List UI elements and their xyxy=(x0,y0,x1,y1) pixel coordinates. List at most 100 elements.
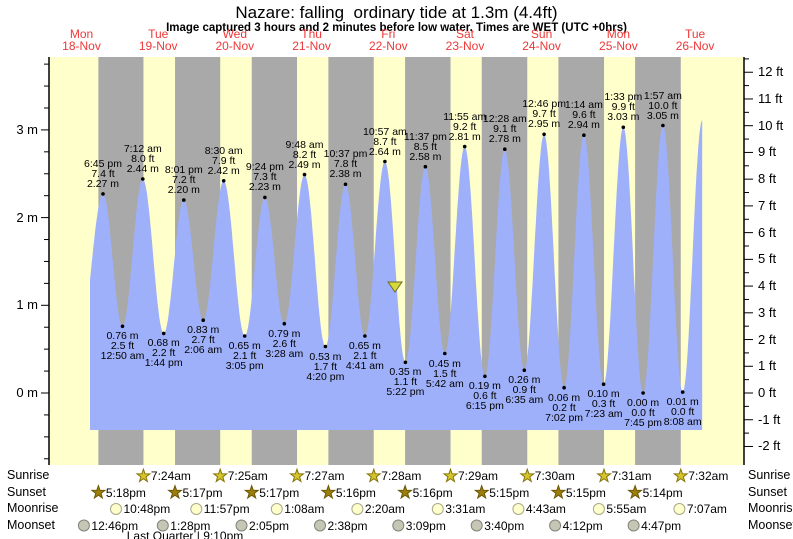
sunset-icon xyxy=(550,484,567,500)
day-label: Sun 24-Nov xyxy=(504,28,580,52)
current-tide-marker-icon xyxy=(387,281,403,293)
high-tide-label-line: 2.81 m xyxy=(448,130,481,143)
high-tide-label-line: 9.2 ft xyxy=(453,120,477,133)
high-tide-dot xyxy=(423,164,428,169)
y-axis-right-label: 2 ft xyxy=(758,331,777,347)
high-tide-label-line: 2.27 m xyxy=(86,177,120,190)
high-tide-label-line: 8.0 ft xyxy=(131,153,155,165)
low-tide-label: 0.76 m 2.5 ft 12:50 am xyxy=(88,330,158,362)
sunrise-time: 7:24am xyxy=(150,469,191,483)
moonrise-row-label-left: Moonrise xyxy=(7,501,59,515)
high-tide-dot xyxy=(503,147,507,151)
high-tide-label-line: 7.4 ft xyxy=(91,167,115,180)
low-tide-label-line: 1:44 pm xyxy=(144,357,183,370)
high-tide-label: 9:24 pm 7.3 ft 2.23 m xyxy=(230,162,300,193)
high-tide-label-line: 7.8 ft xyxy=(333,158,358,171)
sunrise-time: 7:30am xyxy=(534,469,575,483)
low-tide-label-line: 1.5 ft xyxy=(433,367,457,380)
moonset-time: 2:38pm xyxy=(327,518,368,533)
low-tide-label: 0.83 m 2.7 ft 2:06 am xyxy=(168,324,238,357)
high-tide-label-line: 7.3 ft xyxy=(253,171,277,184)
sunset-icon xyxy=(320,484,337,500)
sunrise-time: 7:31am xyxy=(611,469,652,483)
sunset-time: 5:17pm xyxy=(259,485,300,500)
low-tide-label-line: 5:22 pm xyxy=(386,386,425,399)
high-tide-label-line: 12:46 pm xyxy=(522,98,566,111)
high-tide-label-line: 11:37 pm xyxy=(403,130,447,143)
high-tide-label-line: 9.7 ft xyxy=(532,108,556,121)
sunset-time: 5:14pm xyxy=(642,485,683,500)
high-tide-label: 6:45 pm 7.4 ft 2.27 m xyxy=(68,159,138,190)
low-tide-label-line: 0.35 m xyxy=(389,366,422,379)
y-axis-right-label: 10 ft xyxy=(758,117,784,133)
low-tide-dot xyxy=(323,344,328,349)
high-tide-dot xyxy=(343,182,348,187)
moonrise-time: 4:43am xyxy=(525,502,566,516)
low-tide-label-line: 2.6 ft xyxy=(272,337,296,350)
day-name: Mon xyxy=(69,27,94,41)
sunset-icon xyxy=(627,484,643,500)
moonrise-row-label-right: Moonrise xyxy=(748,501,793,515)
sunset-icon xyxy=(397,484,413,500)
sunset-icon xyxy=(167,484,183,500)
day-date: 21-Nov xyxy=(292,39,331,53)
low-tide-label-line: 0.26 m xyxy=(508,374,541,387)
high-tide-label-line: 2.58 m xyxy=(409,150,442,163)
day-label: Mon 18-Nov xyxy=(44,28,120,52)
low-tide-label-line: 0.83 m xyxy=(187,324,220,337)
high-tide-dot xyxy=(542,132,546,137)
sunset-icon xyxy=(243,484,260,500)
low-tide-label: 0.68 m 2.2 ft 1:44 pm xyxy=(129,338,199,370)
sunset-time: 5:16pm xyxy=(335,485,376,500)
moonrise-time: 5:55am xyxy=(606,502,647,516)
sunrise-icon xyxy=(519,467,536,483)
low-tide-label-line: 5:42 am xyxy=(425,377,464,390)
moonset-time: 4:12pm xyxy=(562,518,603,533)
high-tide-label-line: 11:55 am xyxy=(443,110,487,123)
low-tide-label-line: 0.53 m xyxy=(309,350,342,363)
moonset-row-label-left: Moonset xyxy=(7,517,55,532)
high-tide-dot xyxy=(462,144,467,149)
low-tide-label-line: 2.1 ft xyxy=(353,350,377,362)
moonrise-time: 10:48pm xyxy=(123,502,171,516)
high-tide-dot xyxy=(582,133,586,137)
day-label: Wed 20-Nov xyxy=(197,28,273,52)
sunrise-icon xyxy=(289,467,305,483)
low-tide-dot xyxy=(562,385,566,390)
low-tide-label-line: 2.7 ft xyxy=(191,334,215,347)
low-tide-label-line: 2:06 am xyxy=(184,344,223,357)
low-tide-label-line: 6:15 pm xyxy=(465,400,504,413)
day-date: 22-Nov xyxy=(368,39,408,53)
high-tide-label-line: 10.0 ft xyxy=(648,99,678,112)
low-tide-label-line: 0.65 m xyxy=(348,340,381,352)
low-tide-label-line: 7:45 pm xyxy=(624,417,663,429)
day-label: Mon 25-Nov xyxy=(580,28,656,52)
low-tide-label-line: 0.9 ft xyxy=(512,384,536,397)
y-axis-left-label: 1 m xyxy=(16,297,38,313)
page-title: Nazare: falling ordinary tide at 1.3m (4… xyxy=(235,3,558,22)
high-tide-label-line: 8:30 am xyxy=(204,144,243,157)
high-tide-label-line: 3.05 m xyxy=(646,109,679,122)
high-tide-dot xyxy=(302,172,307,177)
low-tide-label: 0.65 m 2.1 ft 4:41 am xyxy=(330,340,400,372)
y-axis-right-label: 7 ft xyxy=(758,197,777,213)
moonrise-icon xyxy=(431,503,444,515)
moonset-time: 1:28pm xyxy=(170,518,211,533)
day-label: Tue 26-Nov xyxy=(657,28,733,52)
sunrise-time: 7:28am xyxy=(381,469,422,483)
high-tide-dot xyxy=(182,198,186,202)
low-tide-label-line: 2.2 ft xyxy=(152,347,176,360)
sunset-icon xyxy=(473,484,490,500)
y-axis-right-label: 9 ft xyxy=(758,144,777,160)
day-name: Tue xyxy=(684,27,706,41)
low-tide-label-line: 0.76 m xyxy=(106,330,139,343)
high-tide-label: 1:33 pm 9.9 ft 3.03 m xyxy=(588,92,658,123)
low-tide-label-line: 1.7 ft xyxy=(313,360,338,373)
moon-phase-note: Last Quarter | 9:10pm xyxy=(126,529,244,539)
high-tide-label-line: 2.38 m xyxy=(329,168,362,181)
low-tide-label-line: 0.10 m xyxy=(587,388,620,401)
y-axis-right-label: 11 ft xyxy=(758,90,783,106)
high-tide-label-line: 7.2 ft xyxy=(172,174,196,187)
moonset-icon xyxy=(77,519,90,532)
